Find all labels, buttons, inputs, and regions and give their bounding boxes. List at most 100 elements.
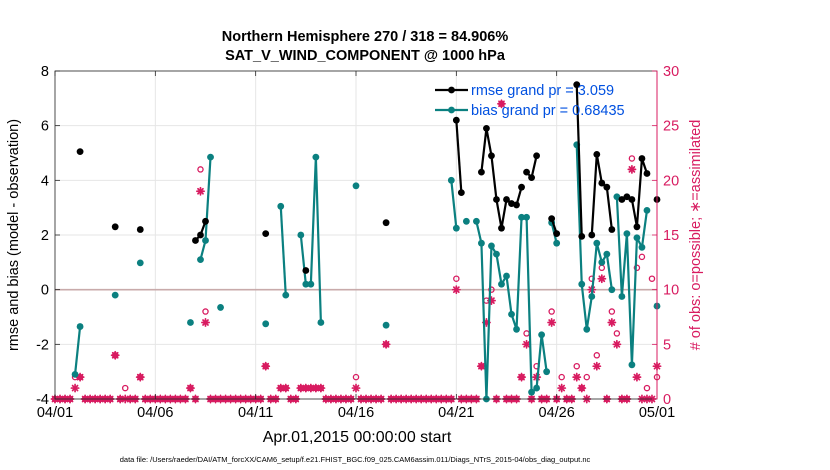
obs-assimilated-marker-42 [261, 361, 271, 371]
obs-possible-marker-112 [613, 330, 621, 337]
y-left-tick-label-6: 8 [41, 64, 49, 80]
obs-assimilated-marker-108 [592, 361, 602, 371]
bias-point-13-8 [513, 325, 520, 333]
legend-rmse-marker [448, 86, 455, 94]
bias-point-16-1 [578, 280, 586, 288]
obs-possible-marker-87 [488, 286, 495, 293]
bias-point-16-6 [603, 250, 611, 258]
y-right-tick-label-3: 15 [663, 228, 679, 244]
obs-possible-marker-101 [558, 373, 565, 381]
y-right-tick-label-0: 0 [663, 392, 671, 408]
bias-line-segment-7 [279, 206, 287, 296]
y-axis-left: -4 -2 0 2 4 6 8 [36, 64, 60, 408]
rmse-point-13-3 [633, 223, 641, 231]
bias-point-11-1 [452, 224, 460, 232]
bias-point-1-0 [111, 291, 119, 299]
obs-assimilated-marker-51 [306, 383, 316, 393]
rmse-point-9-1 [528, 174, 535, 182]
obs-assimilated-marker-101 [557, 383, 567, 393]
bias-point-15-1 [553, 239, 561, 247]
y-axis-right: 0 5 10 15 20 25 30 [652, 64, 679, 408]
bias-series [71, 141, 661, 403]
obs-assimilated-marker-4 [70, 383, 80, 393]
bias-point-13-0 [473, 217, 480, 225]
obs-assimilated-marker-29 [196, 186, 205, 196]
y-right-tick-label-2: 10 [663, 283, 679, 299]
obs-possible-marker-14 [121, 384, 129, 392]
y-right-tick-label-1: 5 [663, 337, 671, 353]
bias-point-10-0 [382, 321, 390, 329]
bias-point-0-1 [76, 323, 84, 330]
obs-possible-marker-109 [598, 264, 606, 272]
bias-point-5-0 [217, 304, 224, 311]
rmse-point-11-0 [573, 81, 581, 89]
rmse-point-10-0 [548, 215, 556, 223]
bias-point-6-0 [262, 320, 270, 328]
obs-possible-marker-115 [628, 155, 636, 162]
bias-point-17-0 [613, 193, 621, 201]
bias-point-0-0 [71, 371, 79, 378]
rmse-point-4-0 [262, 230, 270, 238]
obs-assimilated-marker-12 [110, 350, 120, 360]
obs-assimilated-marker-17 [135, 372, 145, 382]
bias-line-segment-4 [199, 157, 212, 260]
rmse-point-13-4 [638, 155, 646, 162]
obs-possible-marker-106 [583, 373, 591, 381]
bias-point-13-7 [508, 310, 515, 318]
rmse-point-8-7 [513, 201, 520, 209]
obs-possible-marker-94 [523, 330, 530, 337]
bias-point-17-2 [623, 230, 631, 238]
bias-point-3-0 [187, 319, 194, 326]
x-tick-label-2: 04/11 [238, 405, 273, 421]
y-left-tick-label-5: 6 [41, 119, 49, 135]
rmse-point-3-1 [197, 231, 204, 239]
rmse-point-8-3 [493, 196, 500, 203]
x-axis-label: Apr.01,2015 00:00:00 start [263, 429, 452, 446]
rmse-point-8-1 [483, 124, 490, 132]
rmse-point-12-0 [588, 231, 596, 239]
obs-possible-marker-119 [648, 275, 656, 282]
rmse-point-8-4 [498, 224, 505, 232]
obs-possible-marker-104 [573, 362, 580, 370]
obs-possible-marker-80 [453, 275, 460, 282]
x-tick-label-1: 04/06 [137, 405, 173, 421]
bias-point-16-2 [583, 325, 591, 333]
bias-point-4-2 [207, 153, 214, 161]
bias-point-11-0 [447, 176, 455, 184]
rmse-point-8-0 [478, 168, 485, 176]
bias-point-9-0 [352, 182, 360, 190]
rmse-point-13-0 [618, 196, 626, 203]
rmse-point-6-0 [382, 219, 390, 227]
rmse-point-3-2 [202, 217, 209, 225]
x-tick-label-6: 05/01 [639, 405, 675, 421]
rmse-point-13-2 [628, 196, 636, 203]
bias-line-segment-8 [299, 156, 322, 323]
bias-point-13-1 [478, 239, 485, 247]
bias-point-16-5 [598, 258, 606, 266]
rmse-point-9-2 [533, 152, 540, 160]
y-axis-left-label: rmse and bias (model - observation) [6, 119, 22, 351]
y-right-tick-label-5: 25 [663, 119, 679, 135]
x-tick-label-5: 04/26 [539, 405, 575, 421]
bias-line-segment-13 [475, 217, 523, 401]
rmse-point-7-1 [457, 189, 465, 197]
rmse-point-0-0 [76, 148, 84, 156]
obs-assimilated-marker-116 [632, 372, 642, 382]
rmse-point-5-0 [302, 267, 310, 274]
rmse-point-8-2 [488, 152, 495, 160]
rmse-point-11-1 [578, 232, 586, 240]
bias-point-14-0 [523, 213, 530, 221]
bias-point-17-1 [618, 293, 626, 300]
chart-title-line1: Northern Hemisphere 270 / 318 = 84.906% [222, 29, 509, 45]
data-file-footer: data file: /Users/raeder/DAI/ATM_forcXX/… [120, 455, 591, 464]
rmse-point-12-4 [608, 226, 616, 233]
x-tick-label-0: 04/01 [37, 405, 73, 421]
legend-bias-label: bias grand pr = 0.68435 [471, 103, 625, 119]
y-right-tick-label-6: 30 [663, 64, 679, 80]
y-axis-right-label: # of obs: o=possible; ∗=assimilated [688, 120, 704, 351]
rmse-point-12-2 [598, 179, 606, 187]
obs-assimilated-marker-111 [607, 318, 617, 327]
rmse-line-segment-11 [575, 84, 583, 237]
obs-assimilated-marker-60 [351, 383, 361, 393]
rmse-point-8-5 [503, 196, 510, 203]
